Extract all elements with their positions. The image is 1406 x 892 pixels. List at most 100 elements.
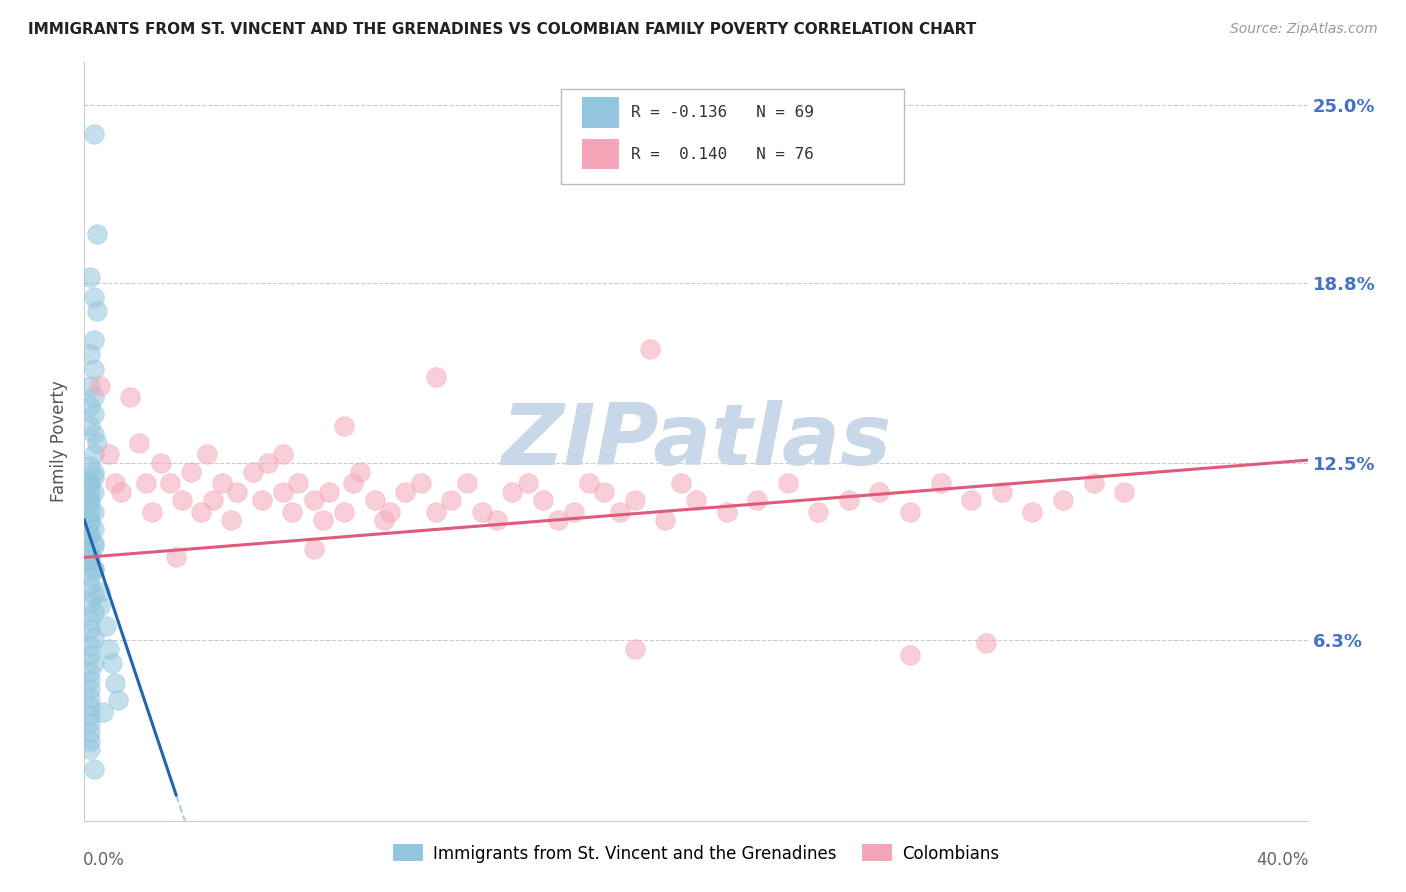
Point bbox=[79, 622, 101, 636]
Point bbox=[79, 418, 101, 433]
Point bbox=[79, 476, 101, 491]
Point bbox=[79, 553, 101, 567]
Point bbox=[165, 550, 187, 565]
Point bbox=[195, 447, 218, 461]
Point bbox=[83, 536, 105, 550]
Point bbox=[201, 493, 224, 508]
Point bbox=[79, 648, 101, 662]
Point bbox=[547, 513, 569, 527]
Point bbox=[180, 465, 202, 479]
Point bbox=[281, 505, 304, 519]
Point bbox=[79, 596, 101, 610]
Point bbox=[79, 613, 101, 627]
Text: ZIPatlas: ZIPatlas bbox=[501, 400, 891, 483]
Point bbox=[531, 493, 554, 508]
Point bbox=[79, 513, 101, 527]
Point bbox=[242, 465, 264, 479]
Point bbox=[79, 399, 101, 413]
Point bbox=[976, 636, 998, 650]
Point bbox=[83, 484, 105, 499]
Point bbox=[83, 390, 105, 404]
Point bbox=[425, 505, 447, 519]
Point bbox=[79, 270, 101, 285]
Point bbox=[79, 570, 101, 584]
Point bbox=[79, 639, 101, 653]
Point bbox=[287, 476, 309, 491]
Point bbox=[1021, 505, 1043, 519]
Text: Source: ZipAtlas.com: Source: ZipAtlas.com bbox=[1230, 22, 1378, 37]
Point bbox=[991, 484, 1014, 499]
Text: IMMIGRANTS FROM ST. VINCENT AND THE GRENADINES VS COLOMBIAN FAMILY POVERTY CORRE: IMMIGRANTS FROM ST. VINCENT AND THE GREN… bbox=[28, 22, 976, 37]
Point bbox=[898, 648, 921, 662]
Point bbox=[89, 378, 111, 392]
Point bbox=[747, 493, 769, 508]
Point bbox=[318, 484, 340, 499]
Point bbox=[107, 693, 129, 707]
Point bbox=[333, 505, 356, 519]
Point bbox=[89, 599, 111, 613]
Point bbox=[79, 496, 101, 510]
Point bbox=[302, 493, 325, 508]
Point bbox=[79, 476, 101, 491]
Point bbox=[219, 513, 242, 527]
Point bbox=[83, 427, 105, 442]
Point bbox=[257, 456, 280, 470]
Point bbox=[172, 493, 194, 508]
Point bbox=[141, 505, 163, 519]
Point bbox=[83, 127, 105, 141]
Point bbox=[83, 470, 105, 484]
Point bbox=[79, 550, 101, 565]
Point bbox=[776, 476, 799, 491]
Point bbox=[83, 657, 105, 671]
Point bbox=[716, 505, 738, 519]
Point bbox=[1083, 476, 1105, 491]
Point bbox=[79, 527, 101, 541]
Point bbox=[226, 484, 249, 499]
Point bbox=[83, 588, 105, 602]
Point bbox=[380, 505, 402, 519]
Point bbox=[79, 378, 101, 392]
Point bbox=[471, 505, 494, 519]
Point bbox=[83, 762, 105, 776]
Point bbox=[120, 390, 142, 404]
Point bbox=[83, 631, 105, 645]
Point bbox=[440, 493, 463, 508]
Point bbox=[110, 484, 132, 499]
Text: R = -0.136   N = 69: R = -0.136 N = 69 bbox=[631, 104, 814, 120]
Point bbox=[101, 657, 124, 671]
Point bbox=[349, 465, 371, 479]
Point bbox=[271, 447, 294, 461]
Point bbox=[807, 505, 830, 519]
Point bbox=[898, 505, 921, 519]
Point bbox=[79, 699, 101, 714]
Point bbox=[250, 493, 273, 508]
Point bbox=[364, 493, 387, 508]
Point bbox=[79, 665, 101, 679]
Point bbox=[128, 436, 150, 450]
Point bbox=[83, 361, 105, 376]
Point bbox=[425, 370, 447, 384]
Point bbox=[79, 716, 101, 731]
Point bbox=[79, 527, 101, 541]
Point bbox=[79, 458, 101, 473]
Point bbox=[654, 513, 676, 527]
Point bbox=[685, 493, 707, 508]
Point bbox=[79, 484, 101, 499]
Point bbox=[79, 544, 101, 558]
Text: 0.0%: 0.0% bbox=[83, 851, 125, 869]
Point bbox=[79, 579, 101, 593]
Point bbox=[624, 642, 647, 657]
Point bbox=[211, 476, 233, 491]
Point bbox=[79, 673, 101, 688]
Point bbox=[86, 227, 108, 241]
Point bbox=[159, 476, 181, 491]
Point bbox=[79, 707, 101, 722]
Point bbox=[97, 642, 120, 657]
Point bbox=[83, 562, 105, 576]
Point bbox=[86, 304, 108, 318]
Point bbox=[669, 476, 692, 491]
Point bbox=[89, 584, 111, 599]
Point bbox=[86, 436, 108, 450]
Point bbox=[302, 541, 325, 556]
Point bbox=[1052, 493, 1074, 508]
